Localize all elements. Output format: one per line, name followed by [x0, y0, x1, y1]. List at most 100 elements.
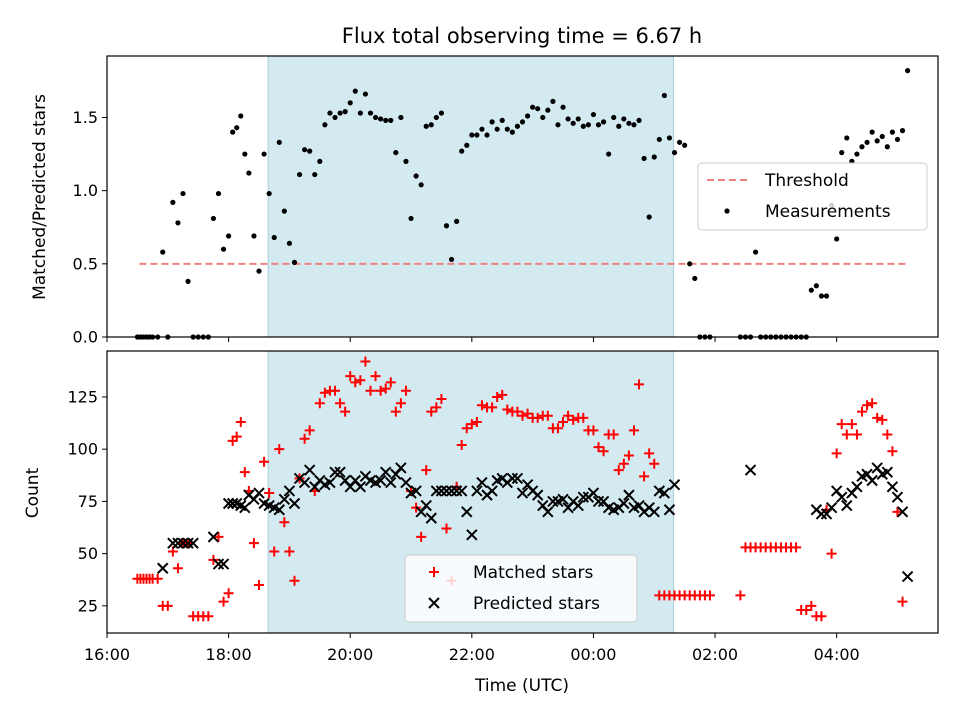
measurement-point [388, 117, 394, 123]
matched-star-point [441, 523, 452, 534]
matched-star-point [471, 417, 482, 428]
predicted-star-point [379, 466, 392, 478]
matched-star-point [487, 402, 498, 413]
matched-star-point [355, 375, 366, 386]
matched-star-point [892, 506, 903, 517]
measurement-point [302, 147, 308, 153]
measurement-point [180, 190, 186, 197]
matched-star-point [806, 600, 817, 611]
measurement-point [433, 114, 439, 121]
x-tick-label: 04:00 [814, 645, 860, 664]
legend-label: Predicted stars [473, 594, 600, 614]
matched-star-point [872, 412, 883, 423]
matched-star-point [801, 605, 812, 616]
measurement-point [261, 151, 267, 157]
matched-star-point [213, 531, 224, 542]
measurement-point [170, 199, 176, 205]
measurement-point [246, 170, 252, 176]
y-tick-label: 75 [78, 492, 98, 511]
measurement-point [889, 129, 895, 135]
measurement-point [494, 126, 500, 132]
matched-star-point [593, 442, 604, 453]
measurement-point [565, 116, 571, 122]
measurement-point [469, 132, 475, 138]
measurement-point [352, 88, 358, 94]
measurement-point [666, 135, 673, 141]
matched-star-point [456, 440, 467, 450]
matched-star-point [223, 588, 234, 599]
matched-star-point [436, 394, 447, 405]
measurement-point [337, 110, 343, 116]
measurement-point [256, 268, 262, 274]
x-tick-label: 16:00 [84, 645, 130, 664]
legend-label: Measurements [765, 202, 891, 222]
legend-measurements-swatch [724, 208, 730, 214]
predicted-star-point [217, 558, 230, 570]
measurement-point [524, 113, 531, 119]
y-tick-label: 0.5 [73, 254, 98, 273]
y-tick-label: 1.5 [73, 108, 98, 127]
predicted-star-point [288, 497, 301, 510]
measurement-point [175, 220, 181, 226]
legend: Threshold Measurements [697, 162, 928, 231]
matched-star-point [628, 425, 639, 436]
measurement-point [398, 114, 404, 121]
matched-star-point [152, 573, 163, 584]
predicted-star-point [592, 495, 605, 508]
plot-frame [106, 55, 939, 338]
matched-star-point [492, 391, 503, 402]
measurement-point [408, 215, 414, 222]
predicted-star-point [278, 493, 291, 506]
matched-star-point [639, 471, 650, 482]
matched-star-point [502, 404, 513, 415]
legend-box [404, 554, 638, 623]
matched-star-point [319, 387, 330, 398]
matched-star-point [704, 590, 715, 601]
matched-star-point [314, 398, 325, 409]
matched-star-point [461, 423, 472, 434]
matched-star-point [259, 456, 270, 467]
measurement-point [555, 122, 561, 128]
measurement-point [276, 139, 282, 145]
measurement-point [585, 122, 591, 128]
predicted-star-point [455, 485, 468, 497]
matched-star-point [400, 385, 411, 396]
measurement-point [626, 120, 632, 126]
measurement-point [687, 261, 693, 267]
measurement-point [317, 158, 323, 164]
measurement-point [854, 151, 860, 157]
predicted-star-point [298, 476, 311, 489]
predicted-star-point [177, 537, 189, 549]
matched-star-point [299, 433, 310, 444]
measurement-point [448, 256, 455, 263]
legend-box [697, 162, 928, 231]
measurement-point [879, 133, 885, 140]
matched-star-point [416, 531, 427, 542]
matched-star-point [476, 400, 487, 411]
predicted-star-point [354, 481, 367, 493]
matched-star-point [269, 546, 280, 557]
predicted-star-point [461, 506, 473, 518]
predicted-star-point [618, 497, 630, 510]
measurement-point [869, 129, 875, 135]
matched-star-point [365, 385, 376, 396]
matched-star-point [431, 402, 442, 413]
measurement-point [606, 151, 612, 157]
predicted-star-point [486, 485, 498, 497]
measurement-point [499, 117, 505, 123]
measurement-point [651, 154, 657, 160]
predicted-star-point [157, 562, 169, 574]
predicted-star-point [577, 491, 590, 503]
predicted-star-point [506, 472, 519, 485]
measurement-point [514, 123, 521, 129]
matched-star-point [304, 425, 315, 436]
predicted-star-point [430, 485, 443, 497]
x-tick-label: 00:00 [570, 645, 616, 664]
measurement-point [215, 190, 222, 197]
matched-star-point [856, 406, 867, 417]
matched-star-point [897, 596, 908, 607]
measurement-point [834, 236, 840, 242]
measurement-point [899, 128, 906, 134]
measurement-point [286, 240, 293, 246]
measurement-point [185, 278, 191, 284]
